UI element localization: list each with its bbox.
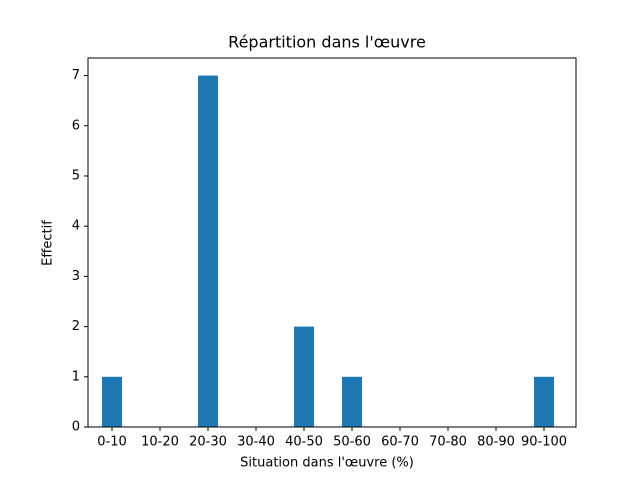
y-tick-label: 4 [72,219,80,234]
y-tick-label: 2 [72,319,80,334]
y-axis-label: Effectif [41,220,56,266]
bar [342,376,362,427]
x-tick-label: 0-10 [97,435,127,450]
x-tick-label: 90-100 [521,435,567,450]
x-tick-label: 20-30 [189,435,227,450]
bar [294,326,314,427]
x-tick-label: 70-80 [429,435,467,450]
x-tick-label: 50-60 [333,435,371,450]
y-tick-label: 6 [72,118,80,133]
y-tick-label: 1 [72,369,80,384]
x-axis-label: Situation dans l'œuvre (%) [240,456,414,471]
x-tick-label: 40-50 [285,435,323,450]
x-tick-label: 10-20 [141,435,179,450]
bar [198,75,218,428]
bar [534,376,554,427]
chart-title: Répartition dans l'œuvre [228,33,426,52]
x-tick-label: 80-90 [477,435,515,450]
y-tick-label: 0 [72,420,80,435]
y-tick-label: 5 [72,168,80,183]
y-tick-label: 7 [72,68,80,83]
y-tick-label: 3 [72,269,80,284]
bar [102,376,122,427]
x-tick-label: 30-40 [237,435,275,450]
x-tick-label: 60-70 [381,435,419,450]
plot-frame [87,57,577,428]
